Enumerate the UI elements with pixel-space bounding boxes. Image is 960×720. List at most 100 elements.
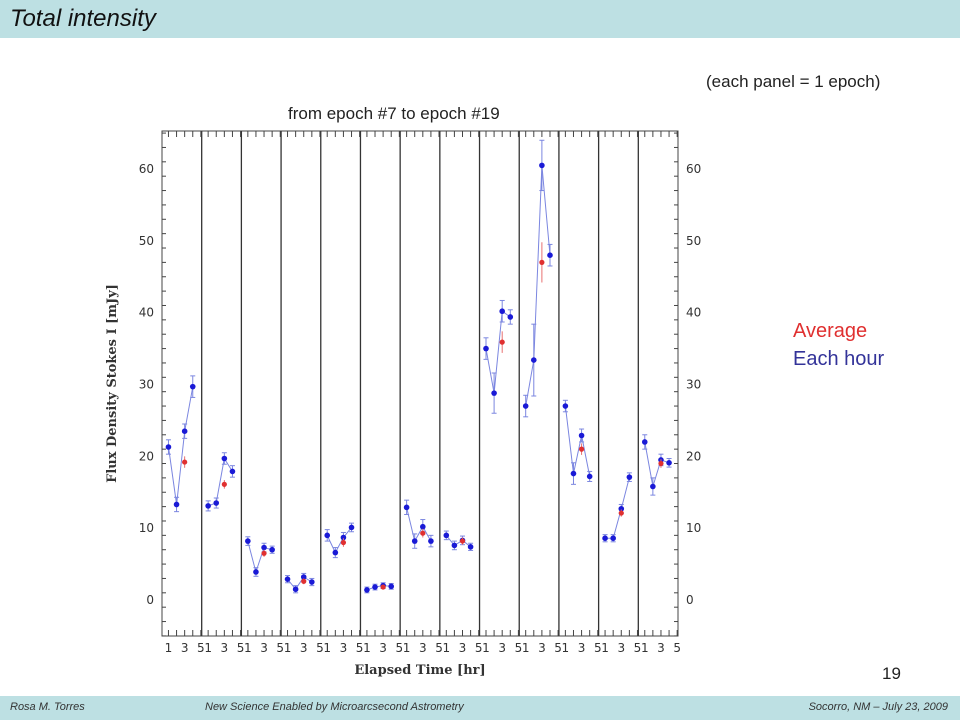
footer-bar bbox=[0, 696, 960, 720]
x-tick-label: 1 bbox=[244, 641, 252, 655]
x-tick-label: 5 bbox=[237, 641, 245, 655]
hourly-point bbox=[245, 538, 251, 544]
legend-average: Average bbox=[793, 320, 868, 342]
y-tick-label-right: 50 bbox=[686, 234, 701, 248]
hourly-point bbox=[205, 503, 211, 509]
x-tick-label: 5 bbox=[435, 641, 443, 655]
x-tick-label: 1 bbox=[522, 641, 530, 655]
hourly-point bbox=[261, 544, 267, 551]
y-tick-label: 30 bbox=[139, 378, 154, 392]
x-tick-label: 3 bbox=[300, 641, 308, 655]
hourly-point bbox=[213, 500, 220, 506]
average-point bbox=[618, 510, 624, 516]
hourly-point bbox=[586, 473, 593, 480]
hourly-point bbox=[602, 535, 608, 542]
footer-conference: New Science Enabled by Microarcsecond As… bbox=[205, 701, 464, 713]
hourly-point bbox=[403, 504, 410, 511]
x-tick-label: 3 bbox=[538, 641, 546, 655]
y-tick-label-right: 60 bbox=[686, 162, 701, 176]
hourly-point bbox=[269, 546, 275, 553]
x-tick-label: 1 bbox=[363, 641, 371, 655]
x-tick-label: 3 bbox=[419, 641, 427, 655]
series-line bbox=[644, 441, 670, 487]
hourly-point bbox=[641, 439, 648, 445]
hourly-point bbox=[300, 574, 307, 580]
x-tick-label: 3 bbox=[498, 641, 506, 655]
hourly-point bbox=[411, 538, 418, 544]
y-tick-label-right: 0 bbox=[686, 593, 694, 607]
x-tick-label: 5 bbox=[554, 641, 562, 655]
x-tick-label: 3 bbox=[379, 641, 387, 655]
hourly-point bbox=[420, 523, 426, 530]
hourly-point bbox=[348, 524, 355, 531]
x-tick-label: 5 bbox=[395, 641, 403, 655]
series-line bbox=[326, 527, 352, 554]
hourly-point bbox=[562, 403, 569, 409]
x-axis-title: Elapsed Time [hr] bbox=[354, 663, 485, 678]
average-point bbox=[420, 530, 426, 536]
hourly-point bbox=[189, 383, 196, 390]
average-point bbox=[301, 578, 307, 584]
slide-title: Total intensity bbox=[10, 5, 156, 32]
y-tick-label: 0 bbox=[146, 593, 154, 607]
hourly-point bbox=[539, 162, 545, 169]
y-tick-label-right: 40 bbox=[686, 306, 701, 320]
x-tick-label: 1 bbox=[641, 641, 649, 655]
hourly-point bbox=[340, 534, 347, 541]
hourly-point bbox=[483, 345, 489, 352]
average-point bbox=[539, 259, 545, 265]
x-tick-label: 1 bbox=[323, 641, 331, 655]
average-point bbox=[221, 481, 227, 487]
average-point bbox=[261, 550, 267, 556]
series-line bbox=[445, 535, 471, 548]
series-line bbox=[525, 165, 551, 407]
hourly-point bbox=[610, 535, 616, 542]
y-tick-label: 10 bbox=[139, 521, 154, 535]
average-point bbox=[340, 539, 347, 546]
hourly-point bbox=[547, 252, 553, 258]
x-tick-label: 1 bbox=[403, 641, 411, 655]
y-tick-label: 60 bbox=[139, 162, 154, 176]
hourly-point bbox=[253, 569, 259, 575]
y-tick-label-right: 30 bbox=[686, 378, 701, 392]
y-tick-label: 20 bbox=[139, 449, 154, 463]
y-tick-label-right: 10 bbox=[686, 521, 701, 535]
hourly-point bbox=[364, 587, 370, 593]
hourly-point bbox=[570, 470, 577, 477]
page-number: 19 bbox=[882, 664, 901, 683]
hourly-point bbox=[491, 390, 497, 396]
y-tick-label-right: 20 bbox=[686, 449, 701, 463]
hourly-point bbox=[578, 432, 585, 439]
hourly-point bbox=[522, 403, 529, 409]
series-line bbox=[485, 310, 511, 394]
average-point bbox=[658, 460, 664, 467]
title-bar bbox=[0, 0, 960, 38]
x-tick-label: 1 bbox=[601, 641, 609, 655]
series-line bbox=[406, 507, 432, 543]
hourly-point bbox=[467, 544, 474, 550]
y-tick-label: 40 bbox=[139, 306, 154, 320]
hourly-point bbox=[221, 455, 228, 462]
x-tick-label: 5 bbox=[197, 641, 205, 655]
hourly-point bbox=[229, 468, 236, 475]
series-line bbox=[366, 585, 392, 591]
hourly-point bbox=[388, 583, 395, 590]
hourly-point bbox=[292, 586, 299, 593]
x-tick-label: 5 bbox=[515, 641, 523, 655]
hourly-point bbox=[451, 542, 458, 549]
x-tick-label: 3 bbox=[340, 641, 348, 655]
x-tick-label: 1 bbox=[442, 641, 450, 655]
average-point bbox=[459, 538, 466, 544]
hourly-point bbox=[626, 474, 633, 480]
x-tick-label: 3 bbox=[657, 641, 665, 655]
hourly-point bbox=[173, 501, 180, 508]
average-point bbox=[182, 459, 188, 465]
x-tick-label: 3 bbox=[617, 641, 625, 655]
hourly-point bbox=[165, 444, 172, 450]
x-tick-label: 5 bbox=[594, 641, 602, 655]
x-tick-label: 5 bbox=[475, 641, 483, 655]
x-tick-label: 3 bbox=[459, 641, 467, 655]
hourly-point bbox=[332, 549, 339, 556]
average-point bbox=[499, 339, 505, 345]
